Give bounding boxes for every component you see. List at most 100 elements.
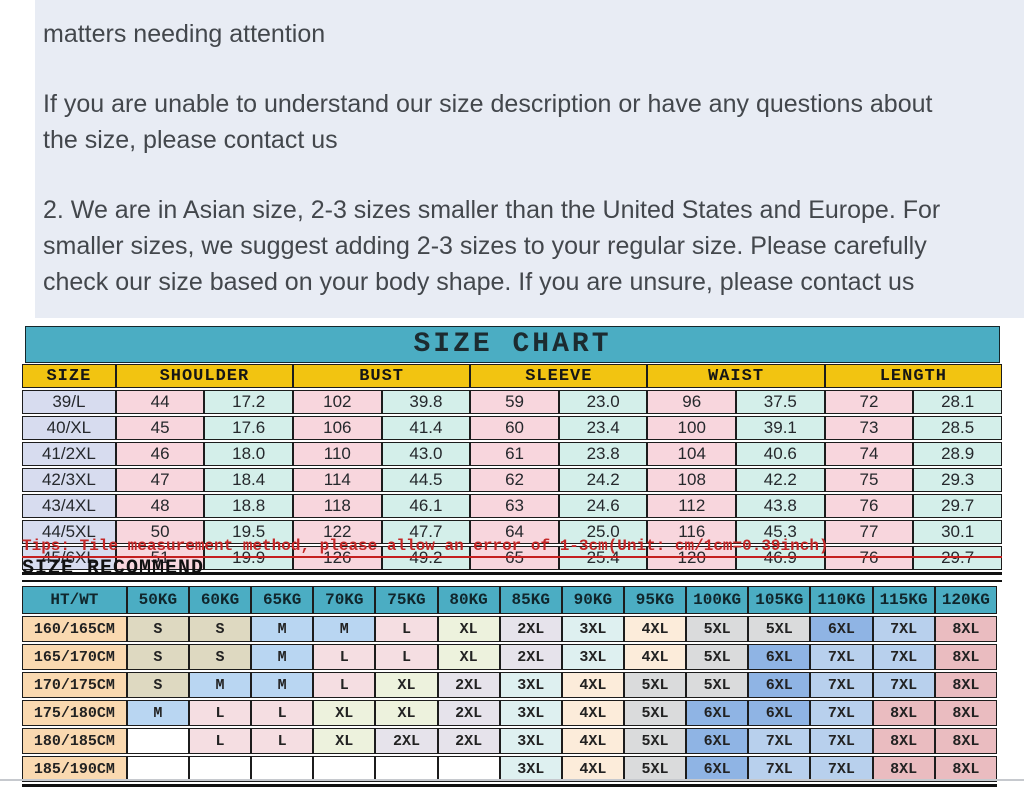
measurement-cm-cell: 106 [293,416,382,440]
recommended-size-cell: 2XL [437,728,500,754]
measurement-cm-cell: 116 [647,520,737,544]
measurement-inch-cell: 17.6 [204,416,293,440]
recommended-size-cell: 4XL [561,728,624,754]
measurement-inch-cell: 25.4 [558,546,648,570]
measurement-cm-cell: 114 [293,468,382,492]
measurement-cm-cell: 65 [470,546,559,570]
size-chart-header-row: SIZE SHOULDER BUST SLEEVE WAIST LENGTH [22,364,1002,388]
recommended-size-cell: 5XL [686,672,749,698]
measurement-cm-cell: 63 [470,494,559,518]
recommended-size-cell: 4XL [561,672,624,698]
recommended-size-cell: M [126,700,189,726]
height-range-cell: 165/170CM [22,644,127,670]
measurement-inch-cell: 42.2 [736,468,825,492]
recommended-size-cell: M [188,672,252,698]
size-chart-row: 42/3XL 47 18.4 114 44.5 62 24.2 108 42.2 75 29.3 [22,468,1002,492]
recommended-size-cell: 2XL [437,672,500,698]
recommended-size-cell: 4XL [623,644,687,670]
recommended-size-cell: 8XL [934,616,997,642]
size-chart-column-header: SHOULDER [115,364,293,388]
weight-column-header: 115KG [872,586,935,614]
note-paragraph-asian-size: 2. We are in Asian size, 2-3 sizes small… [35,192,1024,300]
measurement-inch-cell: 18.4 [204,468,293,492]
note-line: If you are unable to understand our size… [43,90,933,118]
weight-column-header: 60KG [188,586,252,614]
recommended-size-cell: 2XL [437,700,500,726]
recommended-size-cell: 2XL [375,728,438,754]
measurement-inch-cell: 28.5 [913,416,1002,440]
recommended-size-cell: 7XL [872,644,935,670]
recommended-size-cell: 4XL [561,700,624,726]
recommended-size-cell: L [251,728,314,754]
recommended-size-cell: 3XL [561,644,624,670]
recommended-size-cell [126,756,189,782]
recommended-size-cell [313,756,376,782]
measurement-inch-cell: 45.3 [736,520,825,544]
recommended-size-cell: 3XL [499,756,562,782]
measurement-tips: Tips: Tile measurement method, please al… [22,536,1002,558]
size-label-cell: 40/XL [22,416,116,440]
size-label-cell: 42/3XL [22,468,116,492]
measurement-cm-cell: 44 [115,390,205,414]
size-recommend-title: SIZE RECOMMEND [22,558,1002,582]
recommended-size-cell: L [251,700,314,726]
measurement-cm-cell: 50 [115,520,205,544]
recommended-size-cell: XL [375,700,438,726]
measurement-cm-cell: 108 [647,468,737,492]
measurement-inch-cell: 28.9 [913,442,1002,466]
measurement-inch-cell: 43.0 [381,442,471,466]
recommended-size-cell: 8XL [934,644,997,670]
measurement-inch-cell: 41.4 [381,416,471,440]
recommended-size-cell [188,756,252,782]
size-recommend-body: 160/165CM S S M M L XL 2XL 3XL 4XL 5XL 5XL 6XL 7XL 8XL… [22,616,997,782]
recommended-size-cell [126,728,189,754]
size-chart-row: 39/L 44 17.2 102 39.8 59 23.0 96 37.5 72 28.1 [22,390,1002,414]
recommended-size-cell: 8XL [872,756,935,782]
measurement-inch-cell: 23.0 [558,390,648,414]
note-paragraph-contact: If you are unable to understand our size… [35,86,1024,158]
height-range-cell: 175/180CM [22,700,127,726]
recommended-size-cell: 8XL [872,728,935,754]
size-label-cell: 43/4XL [22,494,116,518]
recommended-size-cell: 7XL [748,728,811,754]
recommended-size-cell: XL [375,672,438,698]
measurement-inch-cell: 28.1 [913,390,1002,414]
measurement-cm-cell: 76 [824,494,914,518]
recommended-size-cell: S [126,644,189,670]
size-label-cell: 39/L [22,390,116,414]
recommended-size-cell: XL [437,616,500,642]
measurement-cm-cell: 96 [647,390,737,414]
size-recommend-row: 185/190CM 3XL 4XL 5XL 6XL 7XL 7XL 8XL 8XL [22,756,997,782]
measurement-cm-cell: 72 [824,390,914,414]
measurement-cm-cell: 59 [470,390,559,414]
recommended-size-cell: S [188,644,252,670]
measurement-cm-cell: 48 [115,494,205,518]
measurement-inch-cell: 18.8 [204,494,293,518]
size-recommend-header-row: HT/WT 50KG 60KG 65KG 70KG 75KG 80KG 85KG 90KG 95K… [22,586,997,614]
measurement-inch-cell: 19.5 [204,520,293,544]
recommended-size-cell: XL [313,700,376,726]
measurement-cm-cell: 74 [824,442,914,466]
measurement-cm-cell: 62 [470,468,559,492]
weight-column-header: 105KG [748,586,811,614]
measurement-inch-cell: 40.6 [736,442,825,466]
measurement-inch-cell: 29.7 [913,494,1002,518]
size-chart-table: SIZE SHOULDER BUST SLEEVE WAIST LENGTH 39/L 44… [22,362,1002,575]
recommended-size-cell: 2XL [499,644,562,670]
recommended-size-cell: S [188,616,252,642]
measurement-inch-cell: 19.9 [204,546,293,570]
weight-column-header: 110KG [810,586,873,614]
measurement-cm-cell: 61 [470,442,559,466]
measurement-inch-cell: 17.2 [204,390,293,414]
recommended-size-cell: 6XL [686,728,749,754]
measurement-inch-cell: 39.8 [381,390,471,414]
recommended-size-cell: 6XL [810,616,873,642]
size-recommend-table: HT/WT 50KG 60KG 65KG 70KG 75KG 80KG 85KG 90KG 95K… [22,584,997,787]
height-range-cell: 170/175CM [22,672,127,698]
recommended-size-cell: 6XL [748,672,811,698]
measurement-cm-cell: 76 [824,546,914,570]
measurement-cm-cell: 73 [824,416,914,440]
recommended-size-cell: 5XL [623,672,687,698]
measurement-cm-cell: 102 [293,390,382,414]
recommended-size-cell: 6XL [748,700,811,726]
